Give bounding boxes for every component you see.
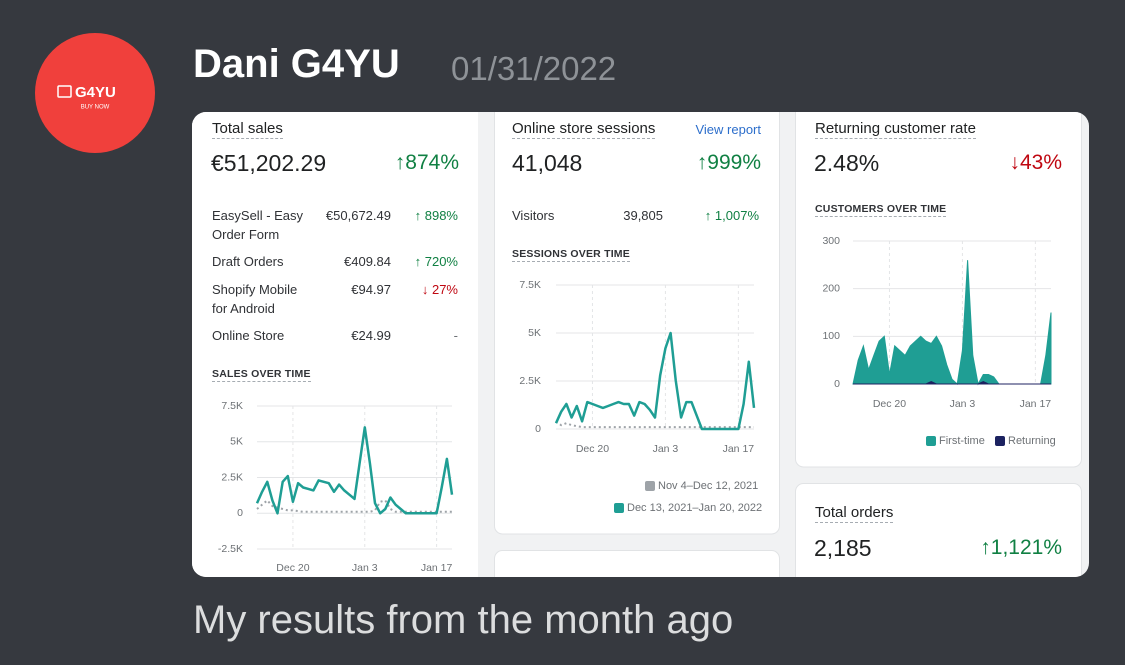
row-change: -	[453, 328, 458, 343]
row-label: Online Store	[212, 328, 285, 343]
x-tick-label: Jan 17	[1020, 398, 1052, 410]
x-tick-label: Dec 20	[873, 398, 906, 410]
charts: -2.5K 0 2.5K 5K 7.5K Dec 20 Jan 3 Jan 17 0 2.5K 5K…	[218, 235, 1056, 574]
card-title: Total orders	[815, 504, 894, 523]
y-tick-label: 2.5K	[519, 375, 541, 387]
card-change: ↑1,121%	[980, 536, 1062, 559]
row-label: Draft Orders	[212, 254, 284, 269]
y-tick-label: 200	[822, 282, 840, 294]
line	[555, 420, 754, 429]
row-label: Shopify Mobile for Android	[212, 282, 298, 316]
line	[255, 426, 454, 515]
card-title: Online store sessions	[512, 120, 656, 139]
avatar-brand: G4YU	[75, 84, 116, 101]
date: 01/31/2022	[451, 50, 617, 87]
x-tick-label: Jan 3	[950, 398, 976, 410]
x-tick-label: Jan 17	[421, 562, 453, 574]
y-tick-label: -2.5K	[218, 543, 243, 555]
avatar-circle	[35, 33, 155, 153]
card-value: 41,048	[512, 150, 583, 176]
y-tick-label: 7.5K	[221, 400, 243, 412]
line	[554, 331, 756, 431]
y-tick-label: 7.5K	[519, 279, 541, 291]
card-change: ↑999%	[696, 151, 761, 174]
legend-label: Dec 13, 2021–Jan 20, 2022	[627, 502, 762, 514]
x-tick-label: Dec 20	[576, 443, 609, 455]
y-tick-label: 2.5K	[221, 471, 243, 483]
card	[795, 483, 1082, 577]
y-tick-label: 5K	[528, 327, 541, 339]
author[interactable]: Dani G4YU	[193, 42, 400, 86]
legend-swatch	[926, 436, 936, 446]
card	[192, 112, 478, 577]
row-amount: €24.99	[351, 328, 391, 343]
card-title: Total sales	[212, 120, 283, 139]
card-value: 2.48%	[814, 150, 880, 176]
card-title: Returning customer rate	[815, 120, 976, 139]
card	[494, 550, 780, 577]
chart-title: SESSIONS OVER TIME	[512, 248, 630, 262]
legend-swatch	[995, 436, 1005, 446]
card-value: 2,185	[814, 535, 872, 561]
row-change: ↑ 898%	[414, 208, 458, 223]
row-amount: 39,805	[623, 208, 663, 223]
row-label: Visitors	[512, 208, 555, 223]
legend-swatch	[614, 503, 624, 513]
row-change: ↑ 720%	[414, 254, 458, 269]
legend-label: Nov 4–Dec 12, 2021	[658, 480, 758, 492]
row-amount: €50,672.49	[325, 208, 391, 223]
y-tick-label: 0	[834, 378, 840, 390]
row-label: EasySell - Easy Order Form	[212, 208, 304, 242]
y-tick-label: 0	[535, 423, 541, 435]
y-tick-label: 300	[822, 235, 840, 247]
row-amount: €409.84	[344, 254, 391, 269]
legend-label: Returning	[1008, 435, 1056, 447]
legend-label: First-time	[939, 435, 985, 447]
card	[494, 112, 780, 535]
area	[853, 381, 1051, 385]
caption: My results from the month ago	[193, 598, 734, 642]
avatar[interactable]: G4YU BUY NOW	[35, 33, 155, 153]
x-tick-label: Jan 3	[352, 562, 378, 574]
card-value: €51,202.29	[211, 150, 327, 176]
avatar-tagline: BUY NOW	[81, 105, 110, 111]
screenshot: -2.5K 0 2.5K 5K 7.5K Dec 20 Jan 3 Jan 17 0 2.5K 5K…	[192, 112, 1089, 577]
x-tick-label: Jan 17	[723, 443, 755, 455]
y-tick-label: 0	[237, 507, 243, 519]
card-change: ↑874%	[394, 151, 459, 174]
row-amount: €94.97	[351, 282, 391, 297]
x-tick-label: Jan 3	[653, 443, 679, 455]
row-change: ↑ 1,007%	[704, 208, 759, 223]
y-tick-label: 5K	[230, 436, 243, 448]
avatar-icon	[57, 85, 72, 98]
chart-title: SALES OVER TIME	[212, 368, 311, 382]
y-tick-label: 100	[822, 330, 840, 342]
chart-title: CUSTOMERS OVER TIME	[815, 203, 947, 217]
row-change: ↓ 27%	[421, 282, 458, 297]
view-report-link[interactable]: View report	[695, 122, 761, 137]
legend-swatch	[645, 481, 655, 491]
card-change: ↓43%	[1009, 151, 1062, 174]
x-tick-label: Dec 20	[276, 562, 309, 574]
